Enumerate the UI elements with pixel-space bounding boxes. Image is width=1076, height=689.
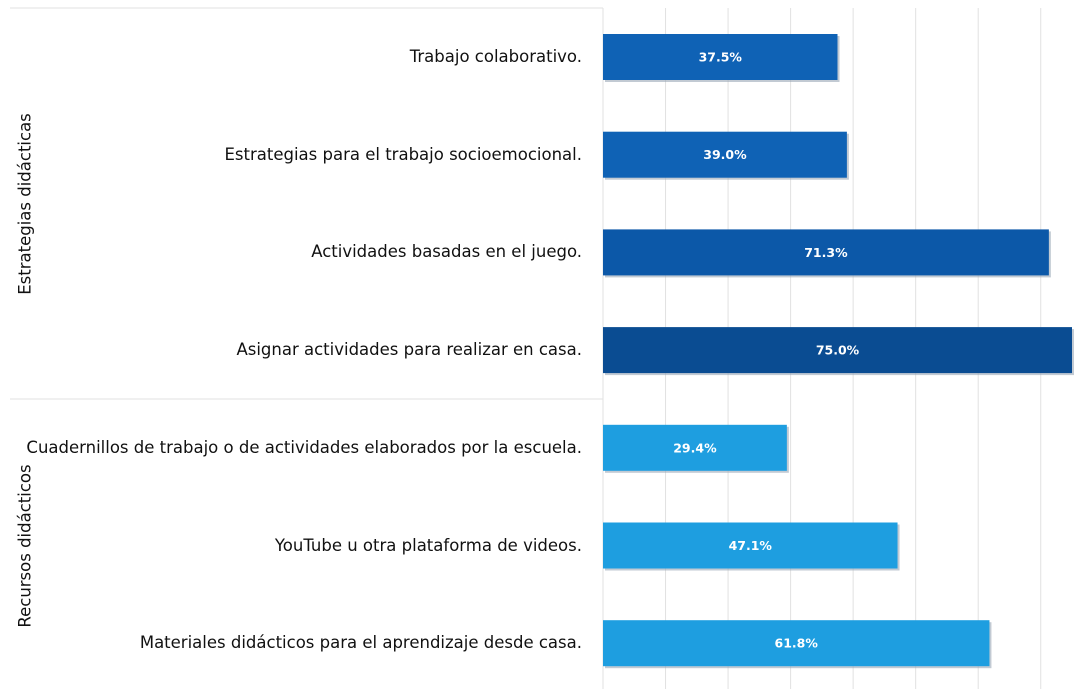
bar	[603, 522, 898, 569]
value-label: 47.1%	[729, 538, 773, 553]
category-label: YouTube u otra plataforma de videos.	[274, 535, 582, 555]
category-label: Estrategias para el trabajo socioemocion…	[224, 144, 582, 164]
category-label: Materiales didácticos para el aprendizaj…	[139, 633, 582, 653]
value-label: 39.0%	[703, 147, 747, 162]
bar	[603, 229, 1049, 276]
category-label: Cuadernillos de trabajo o de actividades…	[26, 437, 582, 457]
category-label: Trabajo colaborativo.	[409, 47, 582, 66]
group-label: Recursos didácticos	[15, 463, 35, 628]
value-label: 37.5%	[699, 50, 743, 65]
value-label: 61.8%	[775, 636, 819, 651]
value-label: 29.4%	[673, 440, 717, 455]
bar	[603, 424, 787, 471]
value-label: 71.3%	[804, 245, 848, 260]
bar	[603, 327, 1072, 374]
bar	[603, 34, 838, 80]
bar	[603, 620, 990, 667]
value-label: 75.0%	[816, 343, 860, 358]
group-label: Estrategias didácticas	[15, 112, 35, 295]
category-label: Actividades basadas en el juego.	[311, 242, 582, 262]
bar	[603, 131, 847, 178]
category-label: Asignar actividades para realizar en cas…	[236, 340, 582, 360]
